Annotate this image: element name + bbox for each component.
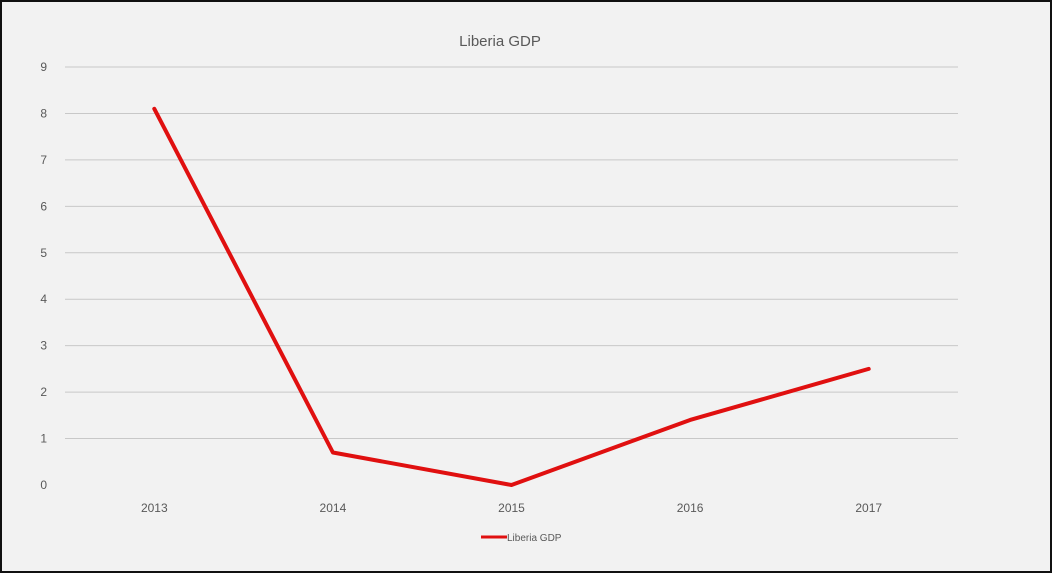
y-tick-label-6: 6 (40, 199, 47, 213)
y-tick-label-0: 0 (40, 478, 47, 492)
y-tick-label-3: 3 (40, 339, 47, 353)
y-tick-label-1: 1 (40, 432, 47, 446)
x-tick-label-2015: 2015 (498, 501, 525, 515)
y-tick-label-2: 2 (40, 385, 47, 399)
y-tick-label-9: 9 (40, 60, 47, 74)
grid-lines (65, 66, 958, 440)
legend-label-liberia-gdp: Liberia GDP (507, 533, 562, 544)
series-line-0 (152, 106, 871, 487)
chart-title: Liberia GDP (459, 33, 541, 50)
y-tick-label-7: 7 (40, 153, 47, 167)
x-axis-ticks: 2013 2014 2015 2016 2017 (141, 501, 882, 515)
x-tick-label-2014: 2014 (320, 501, 347, 515)
legend: Liberia GDP (481, 533, 562, 544)
y-tick-label-5: 5 (40, 246, 47, 260)
x-tick-label-2013: 2013 (141, 501, 168, 515)
y-axis-ticks: 0 1 2 3 4 5 6 7 8 9 (40, 60, 47, 492)
x-tick-label-2017: 2017 (855, 501, 882, 515)
y-tick-label-8: 8 (40, 106, 47, 120)
series-layer (152, 106, 871, 487)
y-tick-label-4: 4 (40, 292, 47, 306)
x-tick-label-2016: 2016 (677, 501, 704, 515)
